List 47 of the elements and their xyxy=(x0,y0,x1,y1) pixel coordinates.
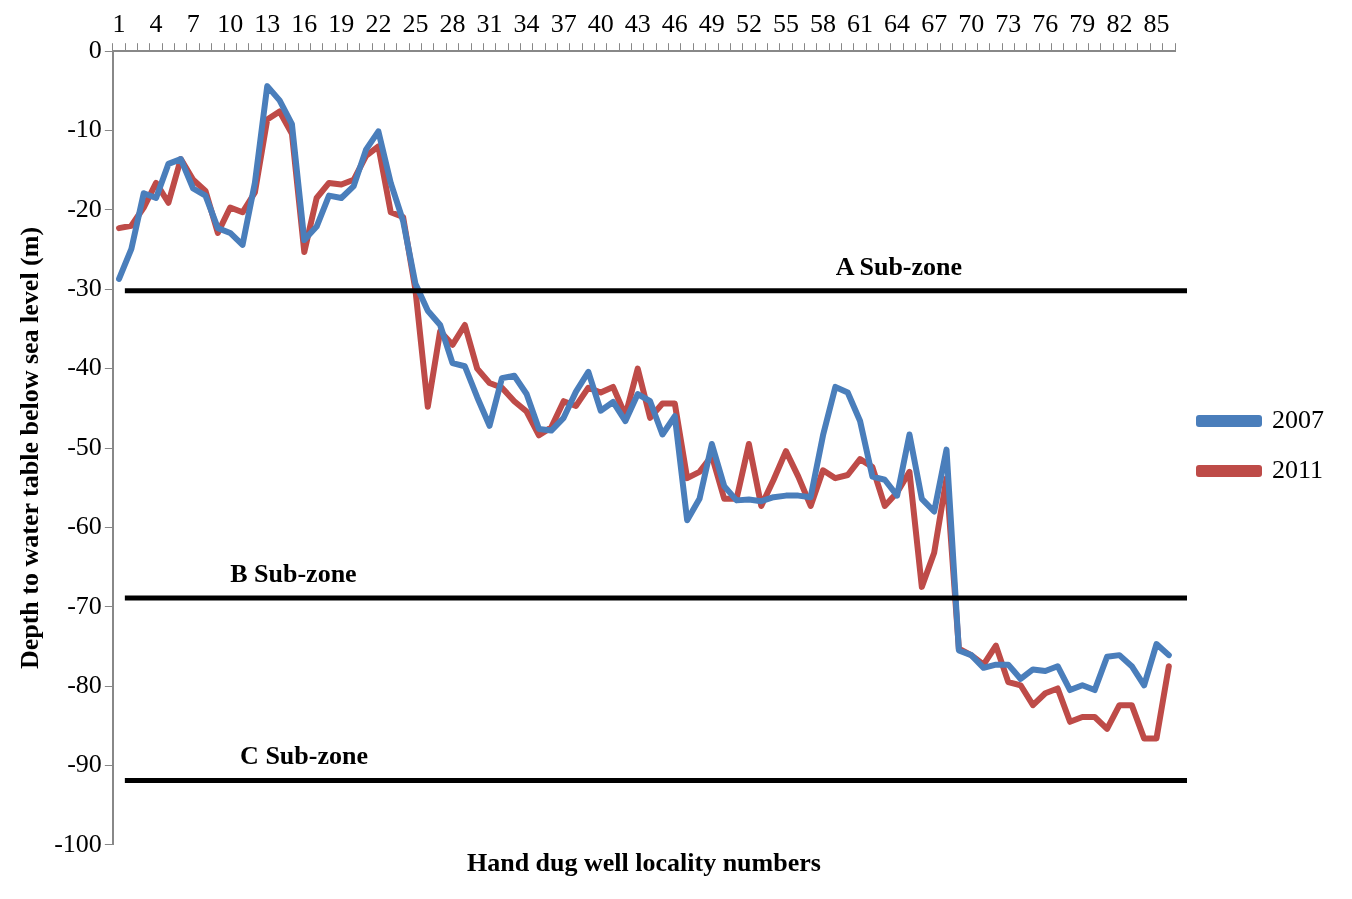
y-tick-label: 0 xyxy=(88,35,102,65)
x-tick-label: 46 xyxy=(661,9,688,39)
x-tick-label: 76 xyxy=(1032,9,1059,39)
x-tick-label: 79 xyxy=(1069,9,1096,39)
x-tick-label: 34 xyxy=(513,9,540,39)
ref-line-label: C Sub-zone xyxy=(240,741,368,771)
x-tick-label: 67 xyxy=(921,9,948,39)
x-tick-label: 49 xyxy=(698,9,725,39)
x-tick-label: 73 xyxy=(995,9,1022,39)
x-tick-label: 19 xyxy=(328,9,355,39)
y-tick-label: -70 xyxy=(67,590,102,620)
legend-label: 2007 xyxy=(1272,404,1324,434)
y-tick-label: -100 xyxy=(54,828,102,858)
x-tick-label: 58 xyxy=(810,9,837,39)
y-tick-label: -20 xyxy=(67,193,102,223)
x-tick-label: 22 xyxy=(365,9,392,39)
ref-line-label: B Sub-zone xyxy=(230,558,357,588)
y-tick-label: -90 xyxy=(67,749,102,779)
y-tick-label: -10 xyxy=(67,114,102,144)
x-tick-label: 37 xyxy=(550,9,577,39)
y-axis-title: Depth to water table below sea level (m) xyxy=(15,226,45,670)
x-tick-label: 70 xyxy=(958,9,985,39)
x-tick-label: 64 xyxy=(884,9,911,39)
x-tick-label: 61 xyxy=(847,9,874,39)
legend-label: 2011 xyxy=(1272,454,1324,484)
x-tick-label: 1 xyxy=(112,9,126,39)
x-tick-label: 31 xyxy=(476,9,503,39)
x-tick-label: 25 xyxy=(402,9,429,39)
x-tick-label: 10 xyxy=(217,9,244,39)
y-tick-label: -60 xyxy=(67,511,102,541)
x-tick-label: 16 xyxy=(291,9,318,39)
x-tick-label: 40 xyxy=(587,9,614,39)
x-tick-label: 82 xyxy=(1106,9,1133,39)
x-tick-label: 55 xyxy=(772,9,799,39)
x-tick-label: 7 xyxy=(186,9,200,39)
y-tick-label: -50 xyxy=(67,431,102,461)
x-tick-label: 13 xyxy=(254,9,281,39)
y-tick-label: -80 xyxy=(67,669,102,699)
y-tick-label: -40 xyxy=(67,352,102,382)
x-tick-label: 4 xyxy=(149,9,163,39)
x-tick-label: 85 xyxy=(1143,9,1170,39)
x-tick-label: 52 xyxy=(735,9,762,39)
x-axis-title: Hand dug well locality numbers xyxy=(466,848,821,878)
y-tick-label: -30 xyxy=(67,273,102,303)
x-tick-label: 43 xyxy=(624,9,651,39)
x-tick-label: 28 xyxy=(439,9,466,39)
ref-line-label: A Sub-zone xyxy=(835,251,963,281)
